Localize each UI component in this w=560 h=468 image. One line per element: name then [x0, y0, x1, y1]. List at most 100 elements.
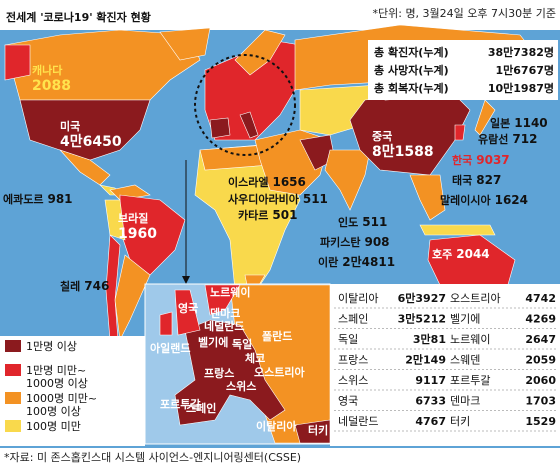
table-country: 이탈리아 — [338, 292, 378, 305]
country-value: 712 — [512, 132, 537, 146]
country-label: 브라질 1960 — [118, 211, 157, 242]
country-value: 2044 — [456, 247, 489, 261]
country-label: 중국 8만1588 — [372, 130, 434, 160]
country-label: 캐나다 2088 — [32, 63, 71, 94]
country-label: 칠레 746 — [60, 279, 109, 293]
country-name: 파키스탄 — [320, 235, 360, 249]
europe-map-label: 스페인 — [186, 401, 216, 415]
table-value: 6733 — [415, 395, 446, 408]
table-country: 벨기에 — [450, 313, 480, 326]
table-country: 터키 — [450, 415, 470, 428]
country-value: 2088 — [32, 78, 71, 94]
europe-map-label: 아일랜드 — [150, 341, 190, 355]
table-country: 독일 — [338, 332, 358, 346]
country-value: 9037 — [476, 153, 509, 167]
country-label: 사우디아라비아 511 — [228, 192, 328, 206]
country-name: 유람선 — [478, 132, 508, 146]
country-label: 미국 4만6450 — [60, 119, 122, 150]
country-name: 인도 — [338, 215, 358, 229]
country-value: 501 — [272, 208, 297, 222]
europe-map-label: 체코 — [245, 351, 265, 365]
summary-value: 38만7382명 — [488, 45, 554, 59]
source: *자료: 미 존스홉킨스대 시스템 사이언스-엔지니어링센터(CSSE) — [4, 450, 301, 464]
table-value: 6만3927 — [398, 291, 446, 305]
summary-label: 총 확진자(누계) — [374, 45, 449, 59]
summary-box — [368, 40, 558, 100]
country-label: 카타르 501 — [238, 208, 297, 222]
country-label: 인도 511 — [338, 215, 387, 229]
europe-map-label: 포르투갈 — [160, 397, 200, 411]
country-name: 중국 — [372, 130, 392, 143]
europe-map-label: 스위스 — [226, 380, 256, 393]
country-value: 4만6450 — [60, 134, 122, 150]
europe-map-label: 노르웨이 — [210, 285, 250, 299]
legend-label: 100명 이상 — [26, 405, 81, 418]
europe-map-label: 프랑스 — [204, 367, 234, 380]
europe-map-label: 독일 — [232, 337, 252, 351]
country-name: 칠레 — [60, 279, 80, 293]
europe-map-label: 이탈리아 — [256, 419, 297, 433]
table-value: 2만149 — [405, 353, 446, 367]
table-value: 2059 — [525, 354, 556, 367]
country-value: 1656 — [272, 175, 305, 189]
country-value: 908 — [364, 235, 389, 249]
table-country: 영국 — [338, 395, 358, 408]
table-country: 스웨덴 — [450, 354, 480, 367]
country-label: 호주 2044 — [432, 247, 490, 261]
country-name: 태국 — [452, 173, 472, 187]
country-label: 유람선 712 — [478, 132, 537, 146]
europe-map-label: 네덜란드 — [204, 319, 244, 333]
summary-label: 총 사망자(누계) — [374, 63, 449, 77]
table-value: 4742 — [525, 292, 556, 305]
table-country: 네덜란드 — [338, 415, 378, 428]
table-country: 덴마크 — [450, 395, 480, 408]
country-value: 511 — [362, 215, 387, 229]
legend-swatch — [5, 364, 21, 376]
country-name: 사우디아라비아 — [228, 192, 300, 206]
europe-map-label: 벨기에 — [198, 335, 228, 349]
europe-map-label: 폴란드 — [262, 329, 292, 343]
legend-swatch — [5, 420, 21, 432]
country-name: 한국 — [452, 153, 472, 167]
note: *단위: 명, 3월24일 오후 7시30분 기준 — [373, 6, 557, 20]
country-value: 511 — [303, 192, 328, 206]
europe-highlight — [194, 54, 296, 156]
legend-swatch — [5, 392, 21, 404]
table-value: 9117 — [415, 374, 446, 387]
table-value: 2060 — [525, 374, 556, 387]
country-name: 말레이시아 — [440, 193, 491, 207]
europe-map-label: 오스트리아 — [254, 365, 305, 379]
table-country: 포르투갈 — [450, 373, 490, 387]
summary-label: 총 회복자(누계) — [374, 81, 449, 95]
country-label: 이스라엘 1656 — [228, 175, 306, 189]
legend-label: 1만명 이상 — [26, 340, 77, 353]
country-name: 이스라엘 — [228, 175, 268, 189]
country-value: 981 — [47, 192, 72, 206]
table-country: 스위스 — [338, 374, 368, 387]
summary-value: 1만6767명 — [495, 63, 554, 77]
europe-map — [159, 284, 331, 444]
legend-box — [0, 336, 145, 446]
country-value: 827 — [476, 173, 501, 187]
table-value: 4269 — [525, 313, 556, 326]
country-label: 파키스탄 908 — [320, 235, 390, 249]
country-name: 에콰도르 — [3, 192, 43, 206]
country-name: 브라질 — [118, 211, 148, 225]
country-name: 미국 — [60, 119, 80, 133]
country-name: 카타르 — [238, 208, 268, 222]
summary-value: 10만1987명 — [488, 81, 554, 95]
legend-label: 100명 미만 — [26, 420, 81, 433]
legend-label: 1000명 이상 — [26, 377, 88, 390]
legend-label: 1000명 미만~ — [26, 392, 97, 405]
country-value: 2만4811 — [342, 254, 395, 269]
table-value: 1529 — [525, 415, 556, 428]
title: 전세계 '코로나19' 확진자 현황 — [6, 10, 151, 24]
table-value: 4767 — [415, 415, 446, 428]
legend-label: 1만명 미만~ — [26, 364, 86, 377]
country-value: 1960 — [118, 226, 157, 242]
table-value: 2647 — [525, 333, 556, 346]
table-country: 스페인 — [338, 313, 368, 326]
table-country: 노르웨이 — [450, 333, 490, 346]
country-label: 이란 2만4811 — [318, 254, 395, 269]
table-value: 3만81 — [413, 332, 446, 346]
